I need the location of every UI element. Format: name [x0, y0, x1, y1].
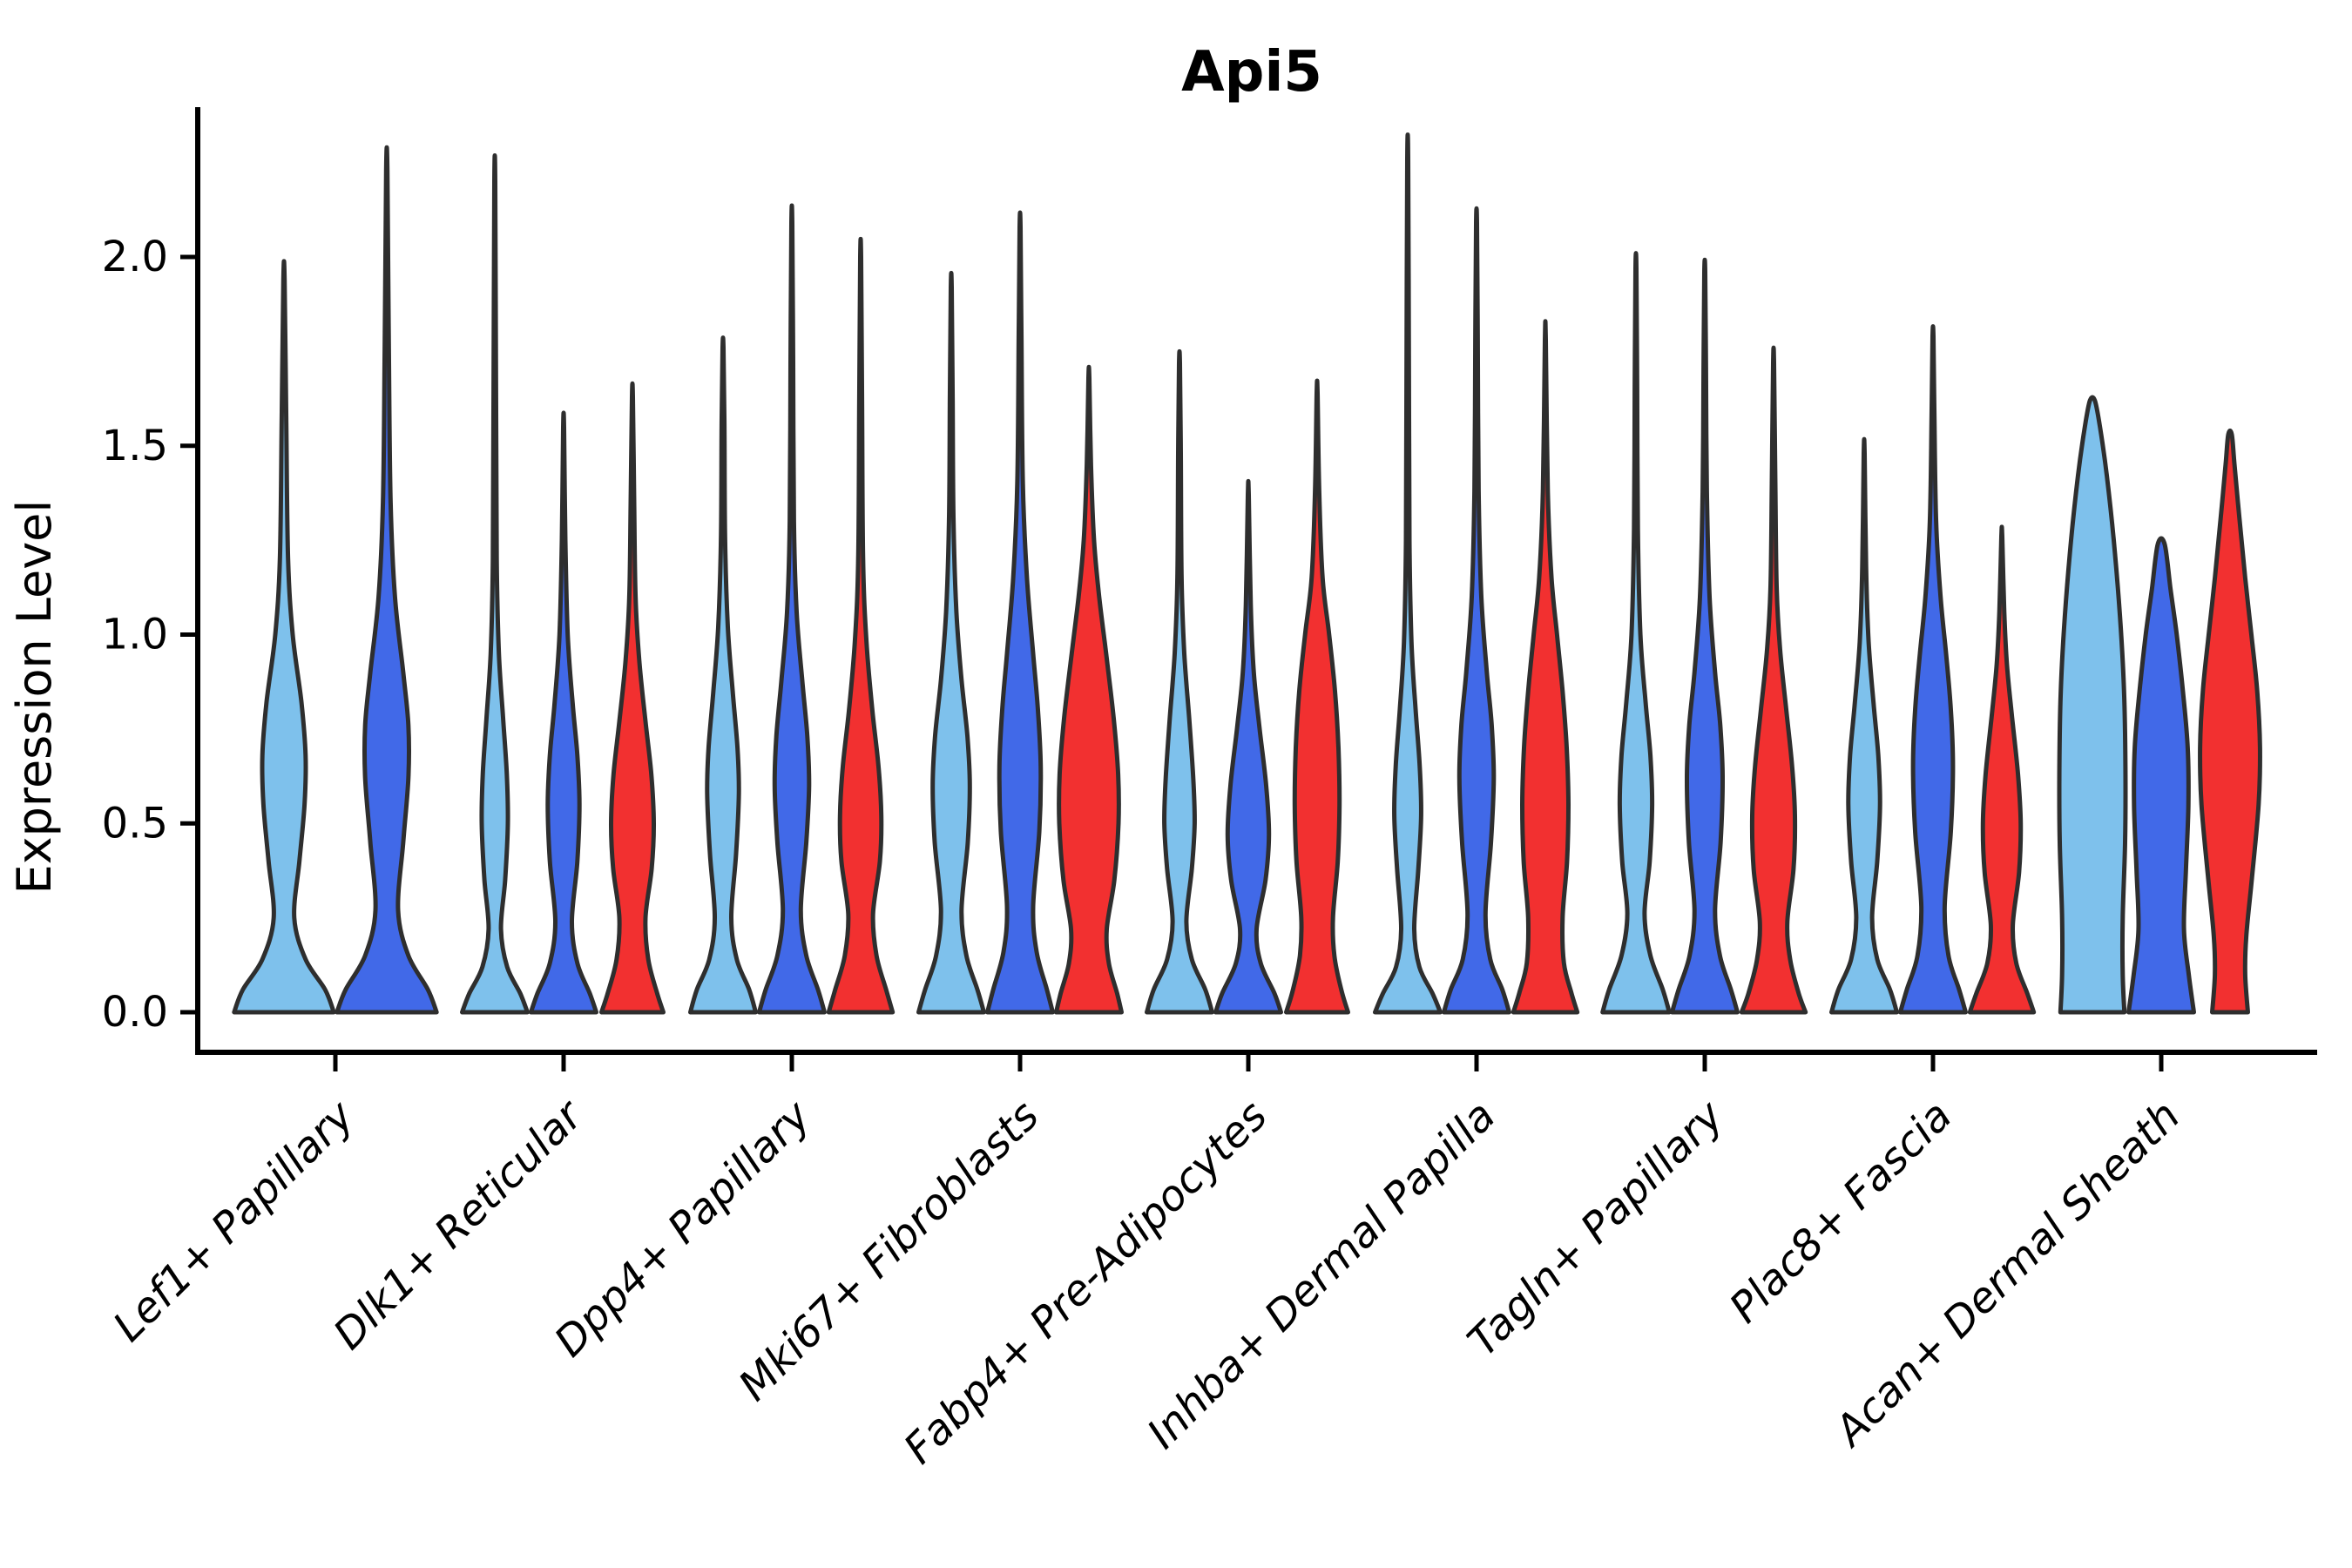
x-tick-label: Dlk1+ Reticular [324, 1090, 594, 1360]
violin-mki67+-light_blue [916, 270, 986, 1015]
violin-plac8+-dark_blue [1898, 324, 1968, 1015]
violin-dpp4+-light_blue [688, 335, 758, 1015]
y-tick-label: 0.5 [102, 799, 168, 848]
violin-fabp4+-dark_blue [1213, 478, 1283, 1015]
violin-lef1+-dark_blue [335, 145, 439, 1015]
y-tick-label: 0.0 [102, 988, 168, 1037]
x-tick-label: Tagln+ Papillary [1458, 1091, 1734, 1366]
violin-plac8+-light_blue [1829, 436, 1899, 1015]
violin-inhba+-light_blue [1373, 132, 1443, 1015]
chart-title: Api5 [1181, 40, 1322, 105]
violin-acan+-red [2198, 428, 2262, 1015]
y-tick-label: 1.0 [102, 611, 168, 659]
x-tick-label: Fabp4+ Pre-Adipocytes [895, 1092, 1277, 1474]
y-tick-labels: 0.0 0.5 1.0 1.5 2.0 [102, 233, 168, 1037]
y-tick-label: 2.0 [102, 233, 168, 281]
violin-dpp4+-red [826, 236, 896, 1015]
axes [180, 107, 2317, 1071]
violin-acan+-dark_blue [2126, 536, 2196, 1015]
violin-mki67+-red [1054, 364, 1124, 1015]
violin-tagln+-red [1739, 345, 1808, 1015]
violin-tagln+-dark_blue [1670, 257, 1740, 1015]
violin-fabp4+-red [1284, 378, 1350, 1015]
x-tick-label: Lef1+ Papillary [104, 1091, 364, 1351]
violin-dlk1+-light_blue [460, 153, 530, 1015]
violin-fabp4+-light_blue [1145, 348, 1214, 1015]
violin-dlk1+-dark_blue [529, 410, 598, 1015]
violin-shapes [232, 132, 2262, 1015]
violin-inhba+-red [1511, 319, 1580, 1015]
y-axis-label: Expression Level [7, 500, 62, 895]
violin-plac8+-red [1967, 524, 2037, 1015]
violin-dpp4+-dark_blue [757, 203, 827, 1015]
violin-lef1+-light_blue [232, 259, 336, 1015]
violin-acan+-light_blue [2057, 395, 2128, 1015]
violin-mki67+-dark_blue [985, 210, 1055, 1015]
violin-inhba+-dark_blue [1442, 206, 1511, 1015]
violin-dlk1+-red [599, 381, 666, 1015]
violin-tagln+-light_blue [1600, 251, 1672, 1015]
y-tick-label: 1.5 [102, 422, 168, 470]
x-tick-label: Plac8+ Fascia [1720, 1092, 1962, 1333]
